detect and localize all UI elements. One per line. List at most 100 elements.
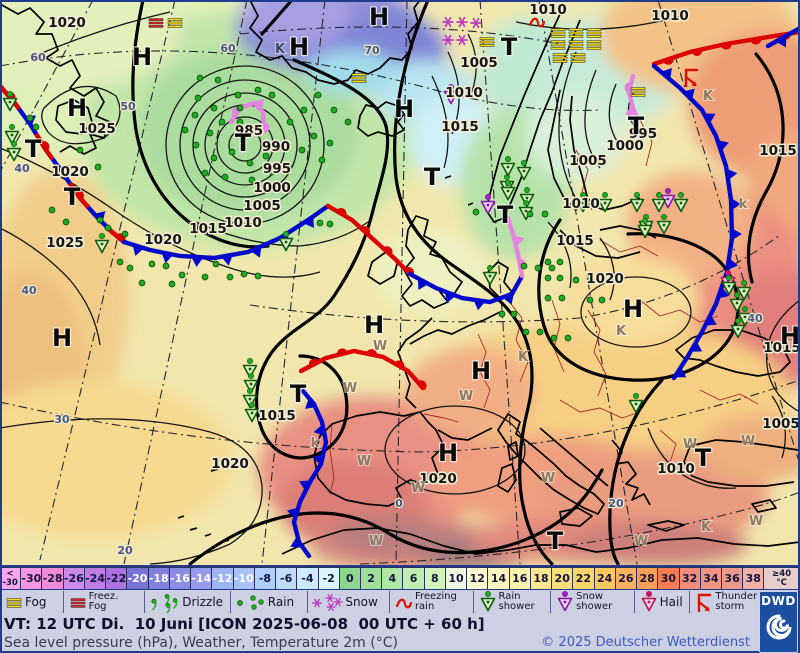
warm-front [325, 203, 413, 277]
rainshower-symbol [278, 231, 294, 252]
scale-cell: -16 [169, 567, 192, 589]
rain-symbol [48, 206, 56, 214]
scale-cell: -26 [63, 567, 85, 589]
pressure-label: 1020 [586, 271, 624, 287]
rain-symbol [210, 154, 218, 162]
fog-symbol [479, 37, 495, 47]
rain-symbol [550, 334, 558, 342]
high-center-label: H [67, 94, 87, 122]
rain-symbol [236, 118, 244, 126]
rain-symbol [254, 272, 262, 280]
rain-symbol [330, 106, 338, 114]
pressure-label: 990 [262, 139, 290, 155]
pressure-label: 1010 [529, 2, 567, 18]
low-center-label: T [424, 163, 441, 191]
pressure-label: 995 [629, 126, 657, 142]
high-center-label: H [471, 357, 491, 385]
legend-item-snowshower: Snow shower [551, 591, 635, 613]
drizzle-symbol [172, 598, 178, 609]
low-center-label: T [64, 183, 81, 211]
scale-cell: -12 [212, 567, 234, 589]
legend-label: Rain shower [498, 591, 535, 612]
drizzle-icon [151, 594, 178, 613]
rain-symbol [251, 604, 257, 610]
snow-symbol [456, 16, 468, 28]
weather-symbol-legend: Fog Freez. Fog Drizzle Rain Snow Freezing rain R… [0, 590, 760, 614]
rainshower-symbol [482, 265, 498, 286]
rain-symbol [76, 146, 84, 154]
rainshower-icon [480, 591, 495, 612]
rain-symbol [138, 279, 146, 287]
info-panel: < -30 -30 -28 -26 -24 -22 -20 -18 -16 -14 -12 -10 -8-… [0, 565, 800, 653]
rain-symbol [310, 132, 318, 140]
rain-symbol [191, 111, 199, 119]
pressure-label: 1005 [243, 198, 281, 214]
rainshower-symbol [736, 280, 752, 301]
rain-symbol [148, 260, 156, 268]
rain-symbol [284, 162, 292, 170]
rain-symbol [116, 258, 124, 266]
scale-cell: 22 [573, 567, 595, 589]
rain-symbol [556, 258, 564, 266]
scale-cell: ≥40 °C [764, 567, 800, 589]
thunder-icon [698, 593, 712, 613]
drizzle-symbol [164, 594, 170, 605]
drizzle-symbol [165, 603, 171, 613]
cold-front [407, 271, 525, 305]
airmass-label: K [703, 89, 714, 104]
rainshower-symbol [94, 233, 110, 254]
rainshower-symbol [516, 160, 532, 181]
cold-front [291, 388, 329, 559]
high-center-label: H [394, 95, 414, 123]
cold-front [121, 203, 331, 261]
low-center-label: T [25, 135, 42, 163]
rain-icon [236, 595, 264, 610]
pressure-label: 1025 [78, 121, 116, 137]
scale-cell: 10 [445, 567, 468, 589]
dwd-spiral-icon [766, 614, 791, 640]
frz-symbol [395, 598, 413, 609]
scale-cell: 16 [509, 567, 531, 589]
rain-symbol [326, 220, 334, 228]
high-center-label: H [52, 324, 72, 352]
snowshower-symbol [480, 194, 496, 215]
pressure-label: 1020 [144, 232, 182, 248]
airmass-label: K [518, 350, 529, 365]
scale-cell: -10 [233, 567, 255, 589]
legend-label: Freezing rain [414, 591, 457, 612]
rain-symbol [104, 224, 112, 232]
rainshower-symbol [244, 402, 260, 423]
rainshower-symbol [2, 91, 18, 112]
pressure-label: 1020 [51, 164, 89, 180]
airmass-label: W [357, 454, 371, 469]
drizzle-symbol [151, 598, 157, 611]
low-center-label: T [695, 444, 712, 472]
rain-symbol [62, 218, 70, 226]
rain-symbol [268, 91, 276, 99]
fog-symbol [570, 53, 586, 63]
scale-cell: 20 [552, 567, 574, 589]
legend-item-thunder: Thunder storm [690, 591, 760, 613]
graticule-label: 30 [54, 413, 70, 426]
rain-symbol [318, 156, 326, 164]
legend-item-drizzle: Drizzle [145, 591, 231, 613]
high-center-label: H [780, 322, 800, 350]
rain-symbol [522, 328, 530, 336]
rain-symbol [221, 173, 229, 181]
airmass-label: K [616, 324, 627, 339]
rain-symbol [214, 76, 222, 84]
legend-label: Drizzle [182, 595, 224, 609]
fog-symbol [351, 73, 367, 83]
snow-symbol [442, 16, 454, 28]
rain-symbol [548, 264, 556, 272]
low-center-label: T [235, 129, 252, 157]
airmass-label: W [541, 471, 555, 486]
rain-symbol [254, 86, 262, 94]
pressure-label: 1015 [441, 119, 479, 135]
graticule-label: 0 [395, 497, 403, 510]
pressure-label: 1005 [762, 416, 800, 432]
graticule-label: 40 [21, 284, 37, 297]
scale-cell: -28 [42, 567, 64, 589]
rainshower-symbol [242, 358, 258, 379]
